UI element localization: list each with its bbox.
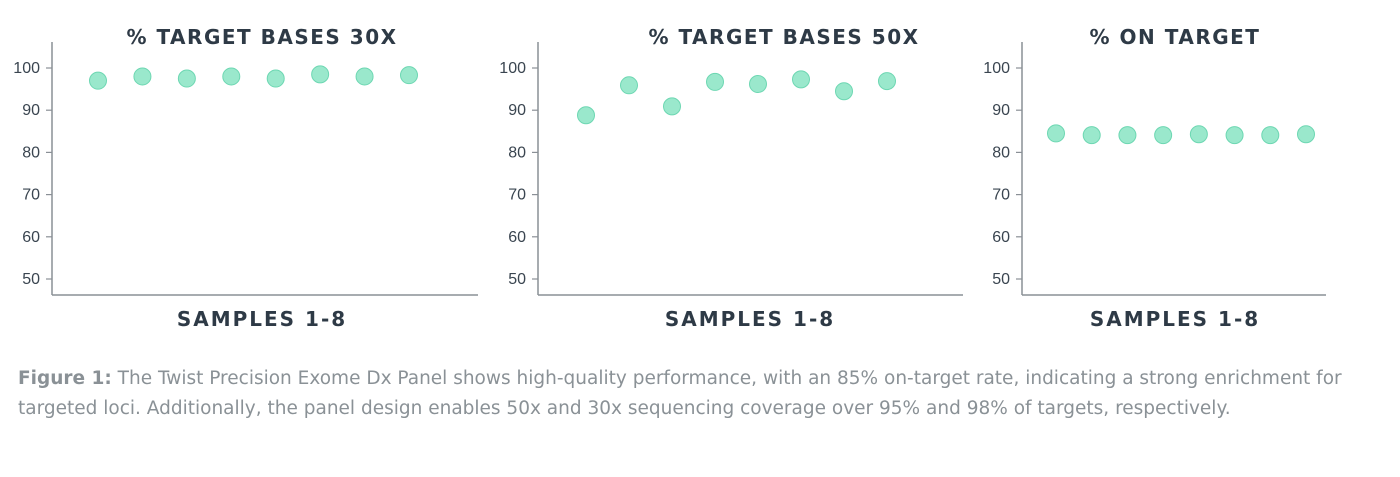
data-point (663, 97, 681, 116)
y-tick-label: 100 (983, 60, 1010, 77)
figure-caption: Figure 1: The Twist Precision Exome Dx P… (18, 364, 1348, 424)
chart-title: % ON TARGET (1090, 25, 1261, 49)
y-tick-label: 50 (992, 271, 1010, 288)
data-point (266, 69, 285, 88)
data-point (1189, 125, 1208, 144)
data-point (1261, 126, 1280, 145)
y-tick-label: 70 (992, 187, 1010, 204)
caption-text: The Twist Precision Exome Dx Panel shows… (18, 368, 1342, 419)
data-point (749, 75, 767, 94)
data-point (1047, 124, 1065, 143)
data-point (577, 106, 595, 125)
y-tick-label: 90 (992, 102, 1010, 119)
data-point (222, 67, 241, 86)
y-tick-label: 60 (22, 229, 40, 246)
data-point (620, 76, 638, 95)
data-point (133, 67, 152, 86)
data-point (89, 71, 107, 90)
charts-area: % TARGET BASES 30X 50 60 70 80 90 100 SAMPLES 1… (13, 25, 1326, 331)
caption-label: Figure 1: (18, 368, 112, 389)
y-tick-label: 100 (499, 60, 526, 77)
chart-title: % TARGET BASES 50X (648, 25, 919, 49)
data-point (835, 82, 853, 101)
data-point (177, 69, 196, 88)
data-point (706, 72, 724, 91)
y-tick-label: 90 (508, 102, 526, 119)
x-axis-label: SAMPLES 1-8 (177, 307, 347, 331)
data-point (1225, 126, 1244, 145)
data-point (355, 67, 374, 86)
data-point (1297, 125, 1315, 144)
y-tick-label: 60 (508, 229, 526, 246)
y-tick-label: 80 (22, 144, 40, 161)
y-tick-label: 70 (22, 187, 40, 204)
x-axis-label: SAMPLES 1-8 (1090, 307, 1260, 331)
y-tick-label: 60 (992, 229, 1010, 246)
chart-title: % TARGET BASES 30X (126, 25, 397, 49)
x-axis-label: SAMPLES 1-8 (665, 307, 835, 331)
y-tick-label: 80 (508, 144, 526, 161)
y-tick-label: 80 (992, 144, 1010, 161)
y-tick-label: 100 (13, 60, 40, 77)
data-point (878, 72, 896, 91)
y-tick-label: 50 (22, 271, 40, 288)
data-point (400, 66, 418, 85)
data-point (311, 65, 330, 84)
data-point (792, 70, 810, 89)
y-tick-label: 90 (22, 102, 40, 119)
chart-panel-3: % ON TARGET 50 60 70 80 90 100 SAMPLES 1-8 (983, 25, 1326, 331)
data-point (1154, 126, 1173, 145)
chart-panel-2: % TARGET BASES 50X 50 60 70 80 90 100 SAMPLES 1… (499, 25, 963, 331)
data-point (1082, 126, 1101, 145)
chart-panel-1: % TARGET BASES 30X 50 60 70 80 90 100 SAMPLES 1… (13, 25, 478, 331)
y-tick-label: 50 (508, 271, 526, 288)
y-tick-label: 70 (508, 187, 526, 204)
data-point (1118, 126, 1137, 145)
